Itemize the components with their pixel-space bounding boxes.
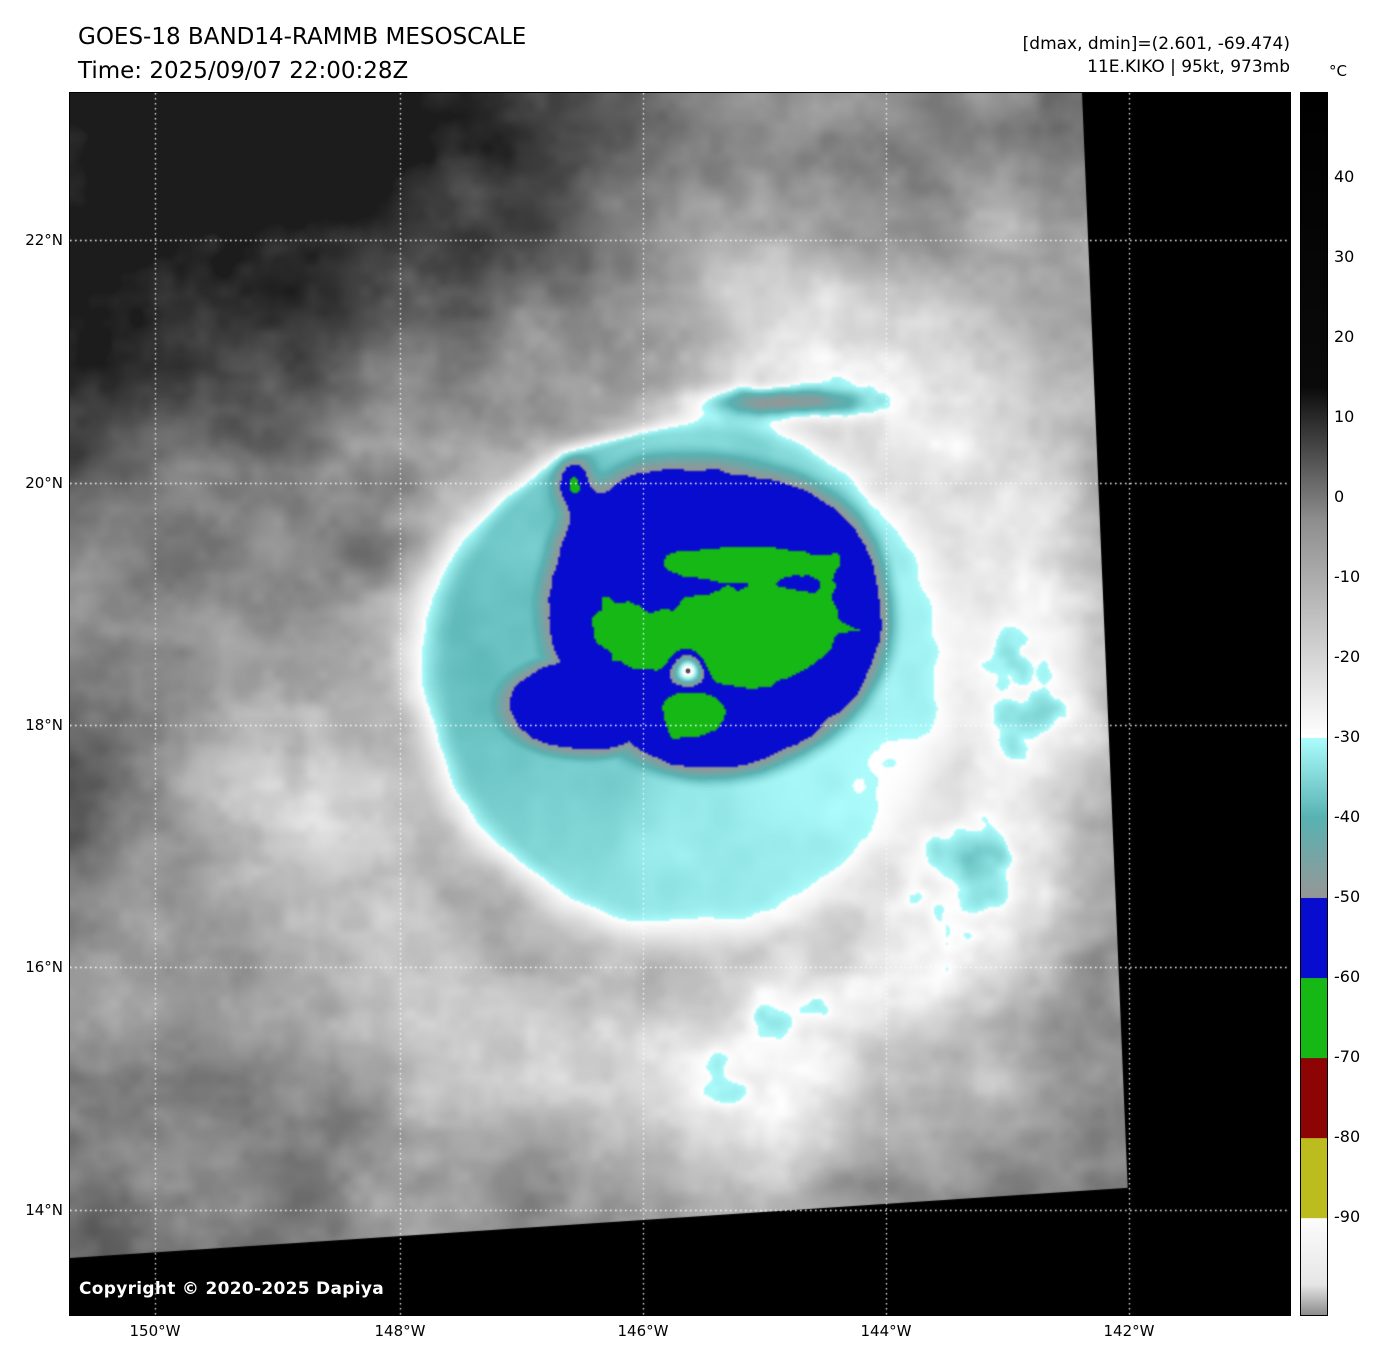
- colorbar-tick-label: 40: [1334, 167, 1355, 187]
- figure-timestamp: Time: 2025/09/07 22:00:28Z: [78, 58, 409, 84]
- lon-tick-label: 150°W: [129, 1322, 181, 1340]
- figure-header-right: [dmax, dmin]=(2.601, -69.474) 11E.KIKO |…: [1023, 33, 1290, 79]
- lat-tick-label: 20°N: [25, 474, 63, 492]
- lon-tick-label: 148°W: [374, 1322, 426, 1340]
- colorbar-tick-label: -90: [1334, 1206, 1361, 1226]
- lat-tick-label: 16°N: [25, 958, 63, 976]
- colorbar-tick-label: -30: [1334, 726, 1361, 746]
- colorbar-unit-label: °C: [1329, 62, 1347, 80]
- satellite-image-canvas: [70, 93, 1290, 1315]
- colorbar-tick-label: -10: [1334, 567, 1361, 586]
- colorbar-tick-label: 30: [1334, 246, 1355, 266]
- lon-tick-label: 146°W: [617, 1322, 669, 1340]
- colorbar-tick-label: -70: [1334, 1047, 1361, 1066]
- lat-tick-label: 18°N: [25, 716, 63, 734]
- colorbar-tick-label: -40: [1334, 807, 1361, 826]
- colorbar-tick-label: 20: [1334, 327, 1355, 346]
- colorbar-tick-label: -20: [1334, 647, 1361, 667]
- colorbar-tick-label: 0: [1334, 486, 1345, 506]
- figure-title: GOES-18 BAND14-RAMMB MESOSCALE: [78, 24, 527, 50]
- satellite-map: Copyright © 2020-2025 Dapiya: [69, 92, 1291, 1316]
- copyright-label: Copyright © 2020-2025 Dapiya: [79, 1279, 384, 1299]
- lat-tick-label: 22°N: [25, 231, 63, 249]
- lon-tick-label: 142°W: [1103, 1322, 1155, 1340]
- colorbar-tick-label: -80: [1334, 1127, 1361, 1147]
- colorbar: [1300, 92, 1328, 1316]
- dmax-dmin-readout: [dmax, dmin]=(2.601, -69.474): [1022, 34, 1290, 54]
- figure-header: GOES-18 BAND14-RAMMB MESOSCALE Time: 202…: [78, 20, 526, 88]
- colorbar-tick-label: -50: [1334, 887, 1361, 907]
- storm-info-readout: 11E.KIKO | 95kt, 973mb: [1087, 57, 1290, 77]
- lat-tick-label: 14°N: [25, 1201, 63, 1219]
- lon-tick-label: 144°W: [860, 1322, 912, 1340]
- colorbar-tick-label: 10: [1334, 407, 1355, 427]
- colorbar-tick-label: -60: [1334, 966, 1361, 986]
